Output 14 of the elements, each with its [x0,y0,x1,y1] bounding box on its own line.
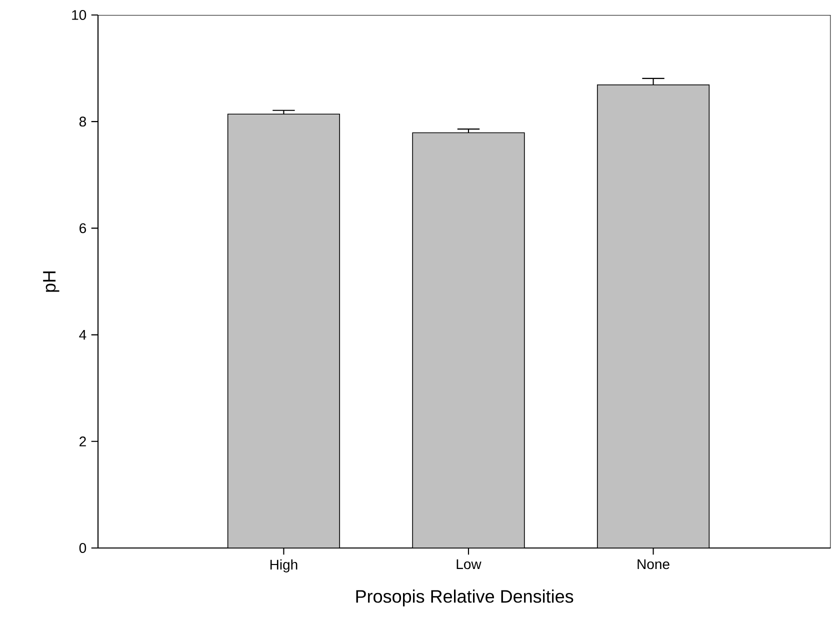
x-tick-label: Low [456,559,482,570]
y-tick-label: 6 [80,223,86,234]
y-tick-label: 2 [80,436,86,446]
bar [227,114,340,548]
bar [596,84,710,548]
y-tick-label: 4 [79,330,86,340]
x-tick-label: High [270,559,298,572]
y-axis-title: pH [43,271,60,292]
y-tick-label: 10 [72,10,86,20]
y-tick-label: 0 [79,543,86,553]
y-tick-label: 8 [79,116,86,127]
x-tick-label: None [638,559,670,570]
x-axis-title: Prosopis Relative Densities [356,590,574,606]
bar [412,132,525,548]
